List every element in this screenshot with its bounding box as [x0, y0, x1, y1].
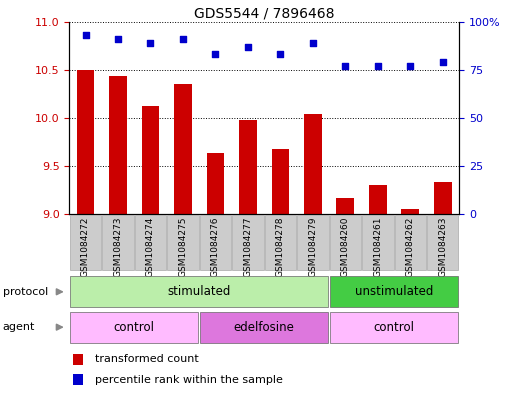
Text: GSM1084263: GSM1084263: [439, 217, 447, 277]
FancyBboxPatch shape: [362, 215, 393, 270]
Title: GDS5544 / 7896468: GDS5544 / 7896468: [194, 6, 334, 20]
Text: GSM1084262: GSM1084262: [406, 217, 415, 277]
FancyBboxPatch shape: [200, 215, 231, 270]
Bar: [142, 107, 160, 214]
FancyBboxPatch shape: [330, 312, 458, 343]
Point: [179, 36, 187, 42]
Text: agent: agent: [3, 322, 35, 332]
Text: transformed count: transformed count: [94, 354, 199, 364]
Bar: [73, 374, 83, 385]
Text: GSM1084278: GSM1084278: [276, 217, 285, 277]
FancyBboxPatch shape: [70, 215, 101, 270]
Text: GSM1084277: GSM1084277: [244, 217, 252, 277]
Point: [374, 63, 382, 69]
FancyBboxPatch shape: [70, 312, 199, 343]
Point: [309, 40, 317, 46]
FancyBboxPatch shape: [167, 215, 199, 270]
Text: percentile rank within the sample: percentile rank within the sample: [94, 375, 283, 385]
FancyBboxPatch shape: [135, 215, 166, 270]
FancyBboxPatch shape: [232, 215, 264, 270]
Text: control: control: [373, 321, 415, 334]
FancyBboxPatch shape: [427, 215, 459, 270]
Point: [146, 40, 154, 46]
Bar: [76, 70, 94, 214]
Text: GSM1084279: GSM1084279: [308, 217, 318, 277]
Bar: [174, 84, 192, 214]
Bar: [207, 152, 224, 214]
Bar: [73, 354, 83, 365]
Point: [439, 59, 447, 65]
Point: [211, 51, 220, 57]
Point: [244, 44, 252, 50]
Text: control: control: [114, 321, 155, 334]
Text: GSM1084274: GSM1084274: [146, 217, 155, 277]
Text: GSM1084276: GSM1084276: [211, 217, 220, 277]
Bar: [402, 209, 419, 214]
Text: GSM1084275: GSM1084275: [179, 217, 187, 277]
FancyBboxPatch shape: [298, 215, 328, 270]
Text: GSM1084261: GSM1084261: [373, 217, 382, 277]
Text: GSM1084272: GSM1084272: [81, 217, 90, 277]
Point: [341, 63, 349, 69]
Text: unstimulated: unstimulated: [355, 285, 433, 298]
FancyBboxPatch shape: [200, 312, 328, 343]
FancyBboxPatch shape: [103, 215, 133, 270]
Point: [82, 32, 90, 38]
FancyBboxPatch shape: [330, 215, 361, 270]
Bar: [369, 185, 387, 214]
Text: stimulated: stimulated: [168, 285, 231, 298]
Text: edelfosine: edelfosine: [234, 321, 294, 334]
Point: [114, 36, 122, 42]
Bar: [337, 198, 354, 214]
Text: protocol: protocol: [3, 287, 48, 297]
FancyBboxPatch shape: [265, 215, 296, 270]
Point: [406, 63, 415, 69]
FancyBboxPatch shape: [330, 276, 458, 307]
Text: GSM1084260: GSM1084260: [341, 217, 350, 277]
Bar: [239, 120, 257, 214]
Bar: [271, 149, 289, 214]
Bar: [109, 75, 127, 214]
Bar: [304, 114, 322, 214]
Bar: [434, 182, 452, 214]
FancyBboxPatch shape: [395, 215, 426, 270]
Point: [277, 51, 285, 57]
FancyBboxPatch shape: [70, 276, 328, 307]
Text: GSM1084273: GSM1084273: [113, 217, 123, 277]
